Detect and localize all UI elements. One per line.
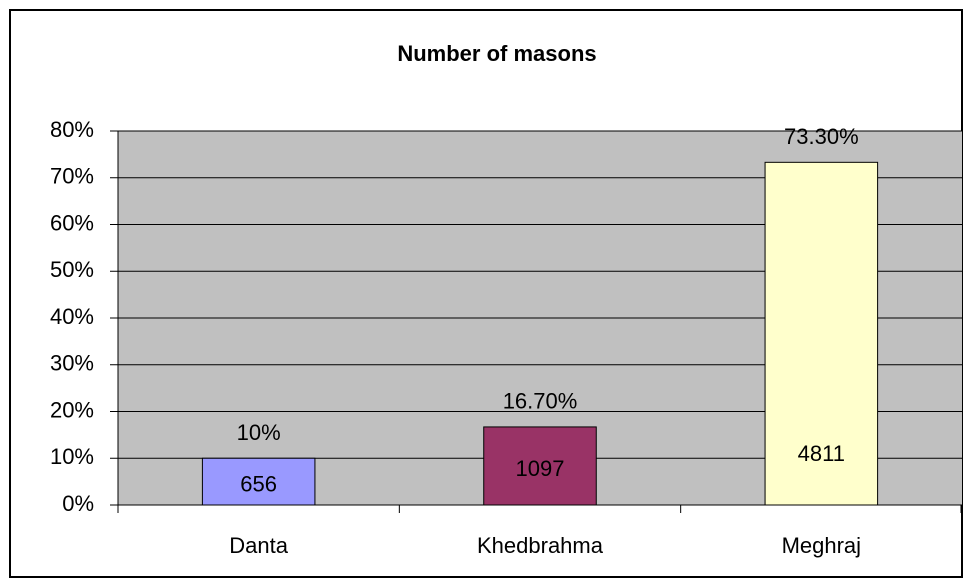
value-label: 10% [237, 420, 281, 445]
y-tick-label: 70% [50, 164, 94, 189]
y-tick-label: 30% [50, 351, 94, 376]
y-tick-label: 0% [62, 491, 94, 516]
count-label: 656 [240, 471, 277, 496]
x-tick-label: Meghraj [782, 533, 861, 558]
value-label: 73.30% [784, 124, 859, 149]
count-label: 4811 [798, 441, 845, 466]
count-label: 1097 [516, 456, 565, 481]
y-tick-label: 80% [50, 117, 94, 142]
x-tick-label: Khedbrahma [477, 533, 604, 558]
y-tick-label: 10% [50, 444, 94, 469]
bar [764, 161, 879, 506]
x-tick-label: Danta [229, 533, 288, 558]
bar [483, 426, 597, 506]
y-tick-label: 50% [50, 257, 94, 282]
y-tick-label: 20% [50, 397, 94, 422]
chart-title: Number of masons [397, 41, 596, 66]
y-tick-label: 40% [50, 304, 94, 329]
y-tick-label: 60% [50, 210, 94, 235]
value-label: 16.70% [503, 389, 578, 414]
bar [201, 457, 316, 506]
